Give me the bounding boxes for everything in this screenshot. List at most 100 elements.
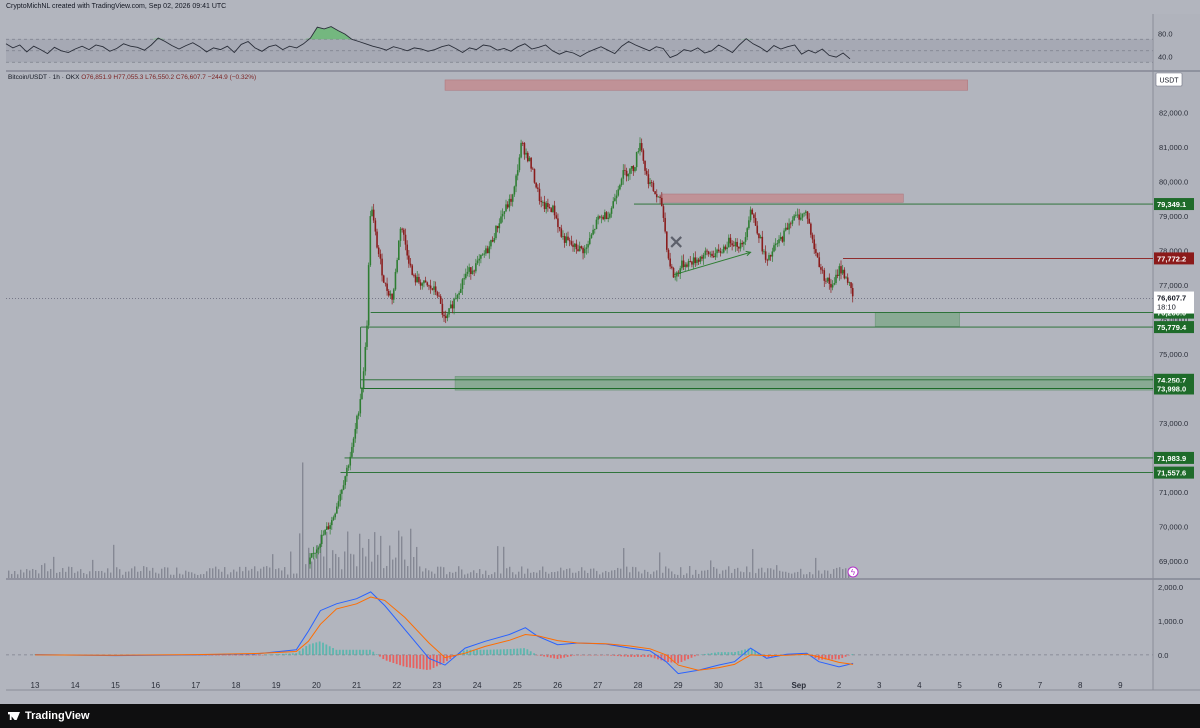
macd-histogram-bar: [405, 654, 408, 668]
candle-body: [789, 223, 792, 225]
symbol-legend[interactable]: Bitcoin/USDT · 1h · OKX O76,851.9 H77,05…: [8, 74, 256, 81]
macd-histogram-bar: [482, 649, 485, 655]
candle-body: [768, 255, 770, 260]
candle-body: [558, 226, 561, 229]
macd-line: [34, 591, 854, 675]
macd-histogram-bar: [358, 649, 361, 655]
volume-bar: [449, 571, 451, 578]
volume-bar: [719, 573, 721, 578]
candle-body: [660, 197, 663, 207]
volume-bar: [563, 570, 565, 578]
candle-body: [324, 529, 326, 535]
volume-bar: [545, 571, 547, 578]
candle-body: [587, 244, 589, 248]
candle-body: [764, 251, 767, 260]
volume-bar: [506, 568, 508, 578]
watermark-header: CryptoMichNL created with TradingView.co…: [6, 3, 227, 10]
candle-body: [434, 286, 437, 293]
candle-body: [563, 236, 566, 243]
macd-histogram-bar: [422, 654, 425, 670]
candle-body: [503, 211, 506, 214]
candle-body: [337, 501, 340, 507]
candle-body: [836, 274, 839, 276]
price-level-badge: [1154, 451, 1194, 464]
macd-histogram-bar: [291, 653, 294, 655]
rsi-band: [6, 39, 1153, 63]
candle-body: [845, 277, 847, 279]
macd-histogram-bar: [841, 654, 844, 659]
candle-body: [570, 241, 573, 245]
candle-body: [557, 218, 559, 227]
time-tick-label: 27: [593, 681, 602, 690]
macd-histogram-bar: [348, 649, 351, 655]
volume-bar: [281, 570, 283, 578]
macd-histogram-bar: [683, 654, 686, 661]
candle-body: [414, 275, 417, 283]
candle-body: [515, 175, 517, 187]
candle-body: [676, 272, 678, 277]
volume-bar: [797, 571, 799, 578]
candle-body: [582, 248, 584, 254]
volume-bar: [392, 559, 394, 578]
volume-bar: [203, 574, 205, 578]
macd-histogram-bar: [680, 654, 683, 662]
candle-body: [823, 270, 826, 281]
candle-body: [588, 238, 591, 245]
volume-bar: [287, 574, 289, 578]
volume-bar: [113, 544, 115, 578]
volume-bar: [566, 568, 568, 578]
volume-bar: [692, 574, 694, 578]
candle-body: [394, 271, 397, 290]
candle-body: [684, 264, 687, 267]
candle-body: [336, 506, 338, 514]
macd-histogram-bar: [576, 654, 579, 656]
macd-histogram-bar: [318, 641, 321, 655]
macd-histogram-bar: [580, 654, 582, 656]
macd-histogram-bar: [556, 654, 559, 659]
candle-body: [577, 249, 579, 252]
volume-bar: [47, 571, 49, 578]
macd-histogram-bar: [308, 644, 311, 655]
volume-bar: [551, 572, 553, 578]
macd-histogram-bar: [593, 654, 596, 656]
macd-histogram-bar: [754, 650, 757, 655]
candle-body: [689, 261, 692, 262]
price-level-label: 79,349.1: [1157, 200, 1186, 209]
volume-bar: [641, 573, 643, 578]
macd-histogram-bar: [660, 654, 663, 661]
volume-bar: [185, 570, 187, 578]
candle-body: [438, 295, 440, 297]
candle-body: [818, 257, 821, 268]
volume-bar: [578, 571, 580, 578]
volume-bar: [776, 565, 778, 578]
candle-body: [406, 244, 408, 256]
macd-histogram-bar: [281, 653, 284, 655]
volume-bar: [110, 572, 112, 578]
macd-histogram-bar: [553, 654, 556, 659]
candle-body: [384, 282, 387, 284]
volume-bar: [344, 551, 346, 578]
candle-body: [399, 228, 402, 241]
candle-body: [800, 217, 802, 220]
macd-histogram-bar: [620, 654, 623, 657]
volume-bar: [653, 571, 655, 578]
candle-body: [793, 215, 795, 221]
candle-body: [709, 253, 712, 255]
volume-bar: [242, 571, 244, 578]
macd-histogram-bar: [221, 654, 224, 656]
volume-bar: [572, 572, 574, 578]
macd-histogram-bar: [757, 652, 760, 655]
volume-bar: [503, 546, 505, 578]
candle-body: [354, 428, 357, 439]
candle-body: [408, 255, 410, 264]
candle-body: [329, 525, 331, 529]
candle-body: [721, 252, 723, 254]
volume-bar: [359, 533, 361, 578]
volume-bar: [302, 462, 304, 578]
candle-body: [367, 265, 370, 326]
trading-chart[interactable]: 40.080.0ϟ69,000.070,000.071,000.072,000.…: [0, 0, 1200, 704]
candle-body: [810, 223, 812, 235]
brand-logo[interactable]: TradingView: [8, 710, 90, 722]
macd-histogram-bar: [657, 654, 659, 660]
volume-bar: [833, 569, 835, 578]
